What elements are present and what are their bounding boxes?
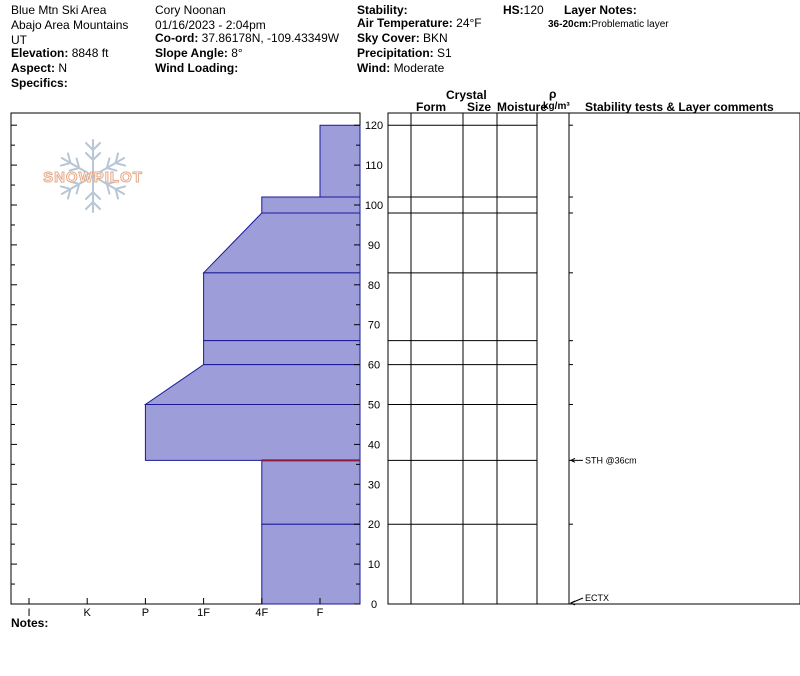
layer-note: 36-20cm:Problematic layer xyxy=(548,18,669,32)
depth-tick-label: 0 xyxy=(371,599,377,611)
snow-layer-2 xyxy=(261,196,361,214)
hs-value: 120 xyxy=(523,3,544,17)
air-temp-label: Air Temperature: xyxy=(357,16,453,30)
slope-angle: Slope Angle: 8° xyxy=(155,46,243,60)
notes-label: Notes: xyxy=(11,616,49,630)
depth-tick-label: 100 xyxy=(365,200,383,212)
hardness-tick-label: K xyxy=(84,607,92,619)
depth-tick-label: 120 xyxy=(365,120,383,132)
hardness-tick-label: 1F xyxy=(197,607,210,619)
wind-loading-label: Wind Loading: xyxy=(155,61,239,75)
specifics-label: Specifics: xyxy=(11,76,68,90)
sky-label: Sky Cover: xyxy=(357,31,420,45)
air-temp-value: 24°F xyxy=(456,16,482,30)
coordinates: Co-ord: 37.86178N, -109.43349W xyxy=(155,31,339,45)
observer-name: Cory Noonan xyxy=(155,3,226,17)
snow-layer-5 xyxy=(203,340,361,366)
col-stability: Stability tests & Layer comments xyxy=(585,100,774,114)
precip-label: Precipitation: xyxy=(357,46,434,60)
slope-value: 8° xyxy=(231,46,243,60)
depth-tick-label: 30 xyxy=(368,479,380,491)
elevation: Elevation: 8848 ft xyxy=(11,46,108,60)
col-size: Size xyxy=(467,100,492,114)
depth-tick-label: 10 xyxy=(368,559,380,571)
col-density-unit: kg/m³ xyxy=(543,101,570,112)
stability-test-label: STH @36cm xyxy=(585,455,637,465)
layer-notes-label: Layer Notes: xyxy=(564,3,637,17)
snowflake-icon xyxy=(57,139,129,213)
state-name: UT xyxy=(11,33,27,47)
hardness-tick-label: I xyxy=(27,607,30,619)
elevation-value: 8848 ft xyxy=(71,46,109,60)
hardness-axis: I K P 1F 4F F xyxy=(27,598,324,619)
col-form: Form xyxy=(416,100,446,114)
hardness-tick-label: F xyxy=(317,607,324,619)
stability-test-arrow xyxy=(569,600,576,606)
hs-label: HS: xyxy=(503,3,524,17)
stability-tests: STH @36cm ECTX xyxy=(569,455,637,606)
precipitation: Precipitation: S1 xyxy=(357,46,452,60)
snow-layer-7 xyxy=(144,404,361,461)
snow-layer-1 xyxy=(319,124,361,198)
layer-note-depth: 36-20cm: xyxy=(548,19,592,30)
layer-note-text: Problematic layer xyxy=(591,19,669,30)
precip-value: S1 xyxy=(437,46,452,60)
depth-tick-label: 80 xyxy=(368,280,380,292)
sky-cover: Sky Cover: BKN xyxy=(357,31,448,45)
sky-value: BKN xyxy=(423,31,448,45)
snow-layer-6 xyxy=(143,364,361,405)
wind-label: Wind: xyxy=(357,61,391,75)
snow-layers xyxy=(143,124,361,605)
hardness-tick-label: 4F xyxy=(255,607,268,619)
wind: Wind: Moderate xyxy=(357,61,444,75)
layer-table-rows xyxy=(388,124,573,525)
snow-layer-3 xyxy=(202,212,361,274)
aspect-label: Aspect: xyxy=(11,61,56,75)
col-moisture: Moisture xyxy=(497,100,548,114)
coord-label: Co-ord: xyxy=(155,31,199,45)
layer-table-frame xyxy=(387,112,800,605)
depth-axis: 0 10 20 30 40 50 60 70 80 90 100 110 120 xyxy=(11,120,383,611)
aspect: Aspect: N xyxy=(11,61,67,75)
stability-label: Stability: xyxy=(357,3,408,17)
coord-value: 37.86178N, -109.43349W xyxy=(201,31,340,45)
depth-tick-label: 70 xyxy=(368,320,380,332)
snow-layer-4 xyxy=(203,272,361,342)
air-temperature: Air Temperature: 24°F xyxy=(357,16,482,30)
depth-tick-label: 40 xyxy=(368,439,380,451)
snow-layer-8 xyxy=(261,459,361,525)
wind-value: Moderate xyxy=(393,61,445,75)
snow-layer-9 xyxy=(261,523,361,605)
snow-height: HS:120 xyxy=(503,3,544,17)
col-rho: ρ xyxy=(549,87,557,101)
depth-tick-label: 60 xyxy=(368,360,380,372)
stability-test-arrow xyxy=(569,457,576,463)
range-name: Abajo Area Mountains xyxy=(11,18,129,32)
observation-datetime: 01/16/2023 - 2:04pm xyxy=(155,18,266,32)
location-name: Blue Mtn Ski Area xyxy=(11,3,107,17)
logo-text: SNOWPILOT xyxy=(43,169,143,186)
elevation-label: Elevation: xyxy=(11,46,69,60)
depth-tick-label: 90 xyxy=(368,240,380,252)
slope-label: Slope Angle: xyxy=(155,46,228,60)
depth-tick-label: 50 xyxy=(368,400,380,412)
aspect-value: N xyxy=(58,61,68,75)
col-crystal: Crystal xyxy=(446,88,487,102)
snowpilot-logo: SNOWPILOT xyxy=(43,139,143,213)
stability-test-label: ECTX xyxy=(585,593,609,603)
depth-tick-label: 20 xyxy=(368,519,380,531)
hardness-tick-label: P xyxy=(142,607,149,619)
depth-tick-label: 110 xyxy=(365,160,383,172)
